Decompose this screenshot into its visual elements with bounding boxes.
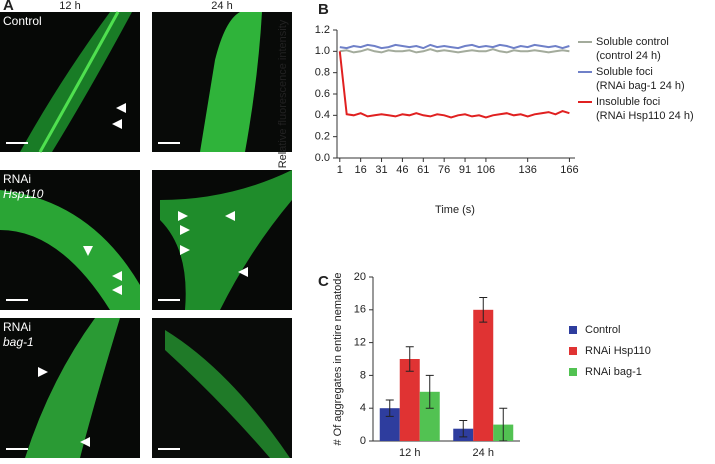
legend-label: Soluble control bbox=[596, 36, 669, 48]
legend-swatch bbox=[569, 347, 577, 355]
worm bbox=[160, 170, 292, 310]
series-line bbox=[339, 43, 570, 50]
x-tick-label: 1 bbox=[337, 164, 343, 176]
x-tick-label: 166 bbox=[560, 164, 578, 176]
micrographs: A 12 h 24 h Control RNAi Hsp110 RNAi bag… bbox=[0, 0, 292, 458]
legend-swatch bbox=[569, 326, 577, 334]
y-tick-label: 12 bbox=[354, 337, 366, 349]
legend-note: (RNAi bag-1 24 h) bbox=[596, 80, 685, 92]
x-axis-label: Time (s) bbox=[435, 204, 475, 216]
error-bar bbox=[405, 346, 414, 372]
y-tick-label: 0.4 bbox=[315, 109, 330, 121]
arrowheads bbox=[38, 103, 248, 447]
y-tick-label: 0.6 bbox=[315, 88, 330, 100]
legend-label: RNAi Hsp110 bbox=[585, 345, 651, 357]
x-tick-label: 12 h bbox=[399, 447, 420, 459]
legend-note: (control 24 h) bbox=[596, 50, 661, 62]
x-tick-label: 24 h bbox=[473, 447, 494, 459]
legend-note: (RNAi Hsp110 24 h) bbox=[596, 110, 694, 122]
legend-swatch bbox=[569, 368, 577, 376]
panel-letter: C bbox=[318, 273, 329, 290]
y-axis-label: Relative fluorescence intensity bbox=[277, 19, 289, 168]
legend-label: RNAi bag-1 bbox=[585, 366, 642, 378]
bar bbox=[379, 408, 400, 441]
worm-edge bbox=[38, 11, 120, 153]
legend-label: Control bbox=[585, 324, 620, 336]
y-tick-label: 4 bbox=[360, 402, 366, 414]
panel-letter: A bbox=[3, 0, 14, 14]
worm bbox=[0, 190, 140, 310]
x-tick-label: 61 bbox=[417, 164, 429, 176]
error-bar bbox=[479, 297, 488, 323]
legend-label: Insoluble foci bbox=[596, 96, 660, 108]
y-tick-label: 0.8 bbox=[315, 67, 330, 79]
x-tick-label: 16 bbox=[355, 164, 367, 176]
bar bbox=[419, 391, 440, 441]
y-tick-label: 0.2 bbox=[315, 131, 330, 143]
scale-bars bbox=[6, 142, 180, 450]
x-tick-label: 136 bbox=[518, 164, 536, 176]
y-tick-label: 20 bbox=[354, 271, 366, 283]
x-tick-label: 91 bbox=[459, 164, 471, 176]
row-label: RNAi bbox=[3, 320, 31, 334]
column-label: 24 h bbox=[211, 0, 232, 12]
y-tick-label: 8 bbox=[360, 369, 366, 381]
y-tick-label: 16 bbox=[354, 304, 366, 316]
y-tick-label: 0 bbox=[360, 435, 366, 447]
bar bbox=[473, 309, 494, 441]
worm bbox=[20, 12, 132, 152]
x-tick-label: 76 bbox=[438, 164, 450, 176]
row-label: Control bbox=[3, 14, 42, 28]
error-bar bbox=[385, 399, 394, 417]
column-label: 12 h bbox=[59, 0, 80, 12]
error-bar bbox=[459, 420, 468, 438]
legend-label: Soluble foci bbox=[596, 66, 653, 78]
worm bbox=[25, 318, 120, 458]
worm bbox=[165, 330, 290, 458]
y-tick-label: 0.0 bbox=[315, 152, 330, 164]
panel-letter: B bbox=[318, 1, 329, 18]
x-tick-label: 46 bbox=[396, 164, 408, 176]
row-label: RNAi bbox=[3, 172, 31, 186]
x-tick-label: 31 bbox=[375, 164, 387, 176]
error-bar bbox=[425, 374, 434, 409]
series-line bbox=[338, 51, 570, 119]
y-tick-label: 1.2 bbox=[315, 24, 330, 36]
error-bar bbox=[499, 407, 508, 442]
series-line bbox=[339, 48, 570, 54]
row-label: bag-1 bbox=[3, 335, 34, 349]
row-label: Hsp110 bbox=[3, 187, 44, 201]
bar bbox=[399, 359, 420, 441]
y-axis-label: # Of aggregates in entire nematode bbox=[332, 272, 344, 445]
y-tick-label: 1.0 bbox=[315, 45, 330, 57]
x-tick-label: 106 bbox=[477, 164, 495, 176]
worm bbox=[200, 12, 262, 152]
